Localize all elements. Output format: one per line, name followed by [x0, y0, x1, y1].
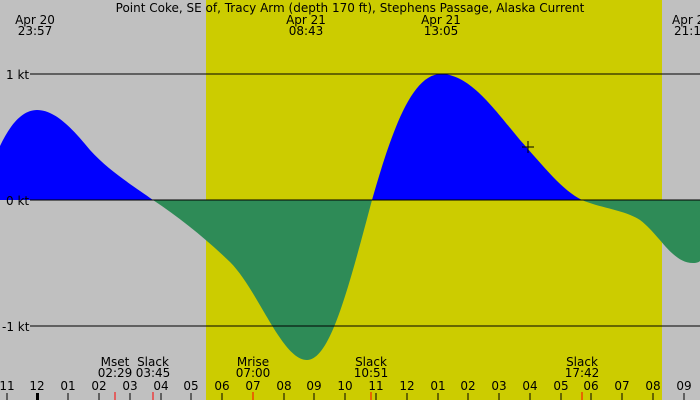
x-tick-label: 04: [153, 379, 168, 393]
x-tick-label: 03: [491, 379, 506, 393]
x-tick-label: 08: [645, 379, 660, 393]
flood-area-2: [372, 74, 582, 200]
y-label-neg1kt: -1 kt: [2, 320, 30, 334]
x-tick-label: 07: [245, 379, 260, 393]
top-annotation-date: Apr 21: [286, 13, 326, 27]
event-time: 17:42: [565, 366, 600, 380]
x-axis: 11 12 01 02 03 04 05 06 07 08 09 10 11 1…: [0, 379, 692, 400]
event-label: Slack: [137, 355, 169, 369]
top-annotation-time: 23:57: [18, 24, 53, 38]
x-tick-label: 06: [214, 379, 229, 393]
event-label: Mset: [101, 355, 130, 369]
ebb-area-2: [582, 200, 700, 263]
x-tick-label: 12: [399, 379, 414, 393]
top-annotation-date: Apr 2: [672, 13, 700, 27]
top-annotation-date: Apr 20: [15, 13, 55, 27]
x-tick-label: 12: [29, 379, 44, 393]
x-tick-label: 09: [676, 379, 691, 393]
midnight-tick: [36, 393, 39, 400]
event-time: 02:29: [98, 366, 133, 380]
flood-area-1: [0, 110, 153, 200]
x-tick-label: 01: [60, 379, 75, 393]
x-tick-label: 02: [91, 379, 106, 393]
event-tick-marks: [114, 392, 583, 400]
x-tick-label: 01: [430, 379, 445, 393]
crosshair-marker: [522, 141, 534, 153]
x-tick-label: 09: [306, 379, 321, 393]
top-annotation-time: 08:43: [289, 24, 324, 38]
event-time: 10:51: [354, 366, 389, 380]
y-label-0kt: 0 kt: [6, 194, 29, 208]
x-tick-label: 02: [460, 379, 475, 393]
x-tick-label: 05: [553, 379, 568, 393]
top-annotation-date: Apr 21: [421, 13, 461, 27]
x-tick-label: 08: [276, 379, 291, 393]
x-tick-label: 04: [522, 379, 537, 393]
x-tick-label: 05: [183, 379, 198, 393]
x-tick-label: 06: [583, 379, 598, 393]
x-tick-label: 10: [337, 379, 352, 393]
event-label: Slack: [566, 355, 598, 369]
event-label: Mrise: [237, 355, 269, 369]
event-time: 07:00: [236, 366, 271, 380]
event-label: Slack: [355, 355, 387, 369]
chart-title: Point Coke, SE of, Tracy Arm (depth 170 …: [116, 1, 585, 15]
ebb-area-1: [153, 200, 372, 360]
top-annotation-time: 13:05: [424, 24, 459, 38]
top-annotation-time: 21:1: [674, 24, 700, 38]
event-time: 03:45: [136, 366, 171, 380]
x-tick-label: 11: [0, 379, 15, 393]
x-tick-label: 07: [614, 379, 629, 393]
hour-tick-marks: [6, 393, 685, 400]
x-tick-label: 03: [122, 379, 137, 393]
x-tick-label: 11: [368, 379, 383, 393]
y-label-1kt: 1 kt: [6, 68, 29, 82]
